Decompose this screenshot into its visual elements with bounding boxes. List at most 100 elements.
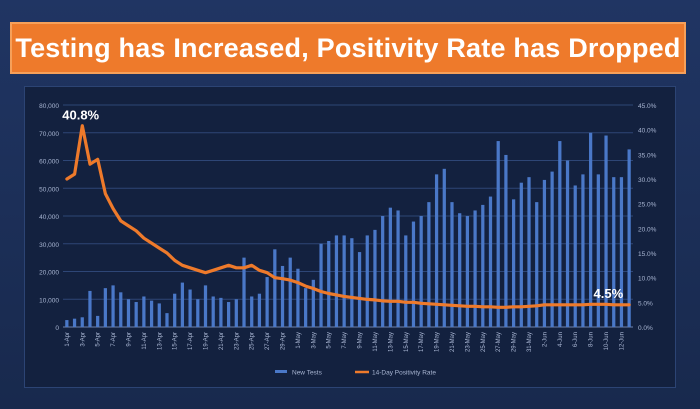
x-tick-label: 3-Apr xyxy=(80,332,86,347)
bar-new-tests xyxy=(365,235,369,327)
x-tick-label: 1-Apr xyxy=(65,332,71,347)
bar-new-tests xyxy=(165,313,169,327)
x-tick-label: 21-Apr xyxy=(219,332,225,350)
x-tick-label: 19-Apr xyxy=(204,332,210,350)
x-tick-label: 9-Apr xyxy=(126,332,132,347)
x-tick-label: 15-May xyxy=(404,332,410,352)
x-tick-label: 21-May xyxy=(450,332,456,352)
bar-new-tests xyxy=(234,299,238,327)
bar-new-tests xyxy=(157,303,161,327)
bar-new-tests xyxy=(296,268,300,327)
bar-new-tests xyxy=(80,317,84,327)
x-tick-label: 31-May xyxy=(527,332,533,352)
y-right-tick-label: 15.0% xyxy=(638,251,657,258)
legend-label: 14-Day Positivity Rate xyxy=(372,370,436,377)
y-left-tick-label: 50,000 xyxy=(39,186,59,193)
x-tick-label: 8-Jun xyxy=(589,332,595,347)
bar-new-tests xyxy=(481,204,485,327)
x-tick-label: 12-Jun xyxy=(619,332,625,350)
y-right-tick-label: 25.0% xyxy=(638,202,657,209)
bar-new-tests xyxy=(589,132,593,327)
bar-new-tests xyxy=(450,202,454,327)
bar-new-tests xyxy=(504,154,508,327)
bar-new-tests xyxy=(126,299,131,327)
y-right-tick-label: 35.0% xyxy=(638,152,657,159)
bar-new-tests xyxy=(342,235,346,327)
bar-new-tests xyxy=(219,297,223,327)
bar-new-tests xyxy=(411,221,416,327)
bar-new-tests xyxy=(134,302,138,327)
x-tick-label: 25-Apr xyxy=(250,332,256,350)
x-tick-label: 15-Apr xyxy=(173,332,179,350)
data-annotation: 40.8% xyxy=(62,108,99,123)
y-left-tick-label: 40,000 xyxy=(39,214,59,221)
x-tick-label: 19-May xyxy=(435,332,441,352)
bar-new-tests xyxy=(119,292,123,327)
x-tick-label: 13-May xyxy=(388,332,394,352)
bar-new-tests xyxy=(388,207,392,327)
x-tick-label: 29-May xyxy=(512,332,518,352)
y-left-tick-label: 70,000 xyxy=(39,131,59,138)
bar-new-tests xyxy=(511,199,516,327)
y-right-tick-label: 30.0% xyxy=(638,177,657,184)
bar-new-tests xyxy=(596,174,600,327)
data-annotation: 4.5% xyxy=(594,286,624,301)
bar-new-tests xyxy=(65,320,69,327)
bar-new-tests xyxy=(519,182,523,327)
bar-new-tests xyxy=(434,174,439,327)
bar-new-tests xyxy=(488,196,493,327)
y-left-tick-label: 30,000 xyxy=(39,242,59,249)
bar-new-tests xyxy=(565,160,570,327)
bar-new-tests xyxy=(527,177,531,327)
bar-new-tests xyxy=(404,235,408,327)
bar-new-tests xyxy=(581,174,585,327)
bar-new-tests xyxy=(211,296,215,327)
bar-new-tests xyxy=(442,168,446,327)
positivity-rate-line xyxy=(65,124,631,309)
legend-swatch-new-tests xyxy=(275,370,287,373)
bar-new-tests xyxy=(311,279,315,327)
bar-new-tests xyxy=(419,216,423,327)
legend-label: New Tests xyxy=(292,370,323,377)
bar-new-tests xyxy=(381,216,385,327)
bar-new-tests xyxy=(96,315,100,327)
chart-svg: 0 10,000 20,000 30,000 40,000 50,000 60,000 70,… xyxy=(39,103,657,377)
bar-new-tests xyxy=(458,213,462,327)
bar-new-tests xyxy=(327,240,331,327)
x-tick-label: 10-Jun xyxy=(604,332,610,350)
x-tick-label: 23-May xyxy=(465,332,471,352)
bar-new-tests xyxy=(304,288,308,327)
x-tick-label: 25-May xyxy=(481,332,487,352)
bar-new-tests xyxy=(373,229,377,327)
chart-panel: 0 10,000 20,000 30,000 40,000 50,000 60,000 70,… xyxy=(24,86,676,388)
bar-new-tests xyxy=(149,300,154,327)
bar-new-tests xyxy=(550,171,554,327)
bar-new-tests xyxy=(465,216,470,327)
bar-new-tests xyxy=(103,288,107,327)
x-tick-label: 27-Apr xyxy=(265,332,271,350)
y-left-tick-label: 60,000 xyxy=(39,159,59,166)
x-tick-label: 13-Apr xyxy=(157,332,163,350)
bar-new-tests xyxy=(242,257,246,327)
bar-new-tests xyxy=(473,210,477,327)
bar-new-tests xyxy=(612,177,616,327)
bar-new-tests xyxy=(604,135,608,327)
bar-new-tests xyxy=(334,235,339,327)
bar-new-tests xyxy=(427,202,431,327)
y-right-tick-label: 0.0% xyxy=(638,325,653,332)
bar-new-tests xyxy=(288,257,292,327)
bar-new-tests xyxy=(573,185,577,327)
x-tick-label: 17-May xyxy=(419,332,425,352)
bar-new-tests xyxy=(558,141,562,327)
bar-new-tests xyxy=(357,252,362,327)
bar-new-tests xyxy=(265,277,269,327)
x-tick-label: 2-Jun xyxy=(542,332,548,347)
bar-new-tests xyxy=(619,177,624,327)
x-tick-label: 5-May xyxy=(327,332,333,349)
x-tick-label: 7-May xyxy=(342,332,348,349)
bar-new-tests xyxy=(142,296,146,327)
bar-new-tests xyxy=(273,249,277,327)
x-tick-label: 7-Apr xyxy=(111,332,117,347)
x-tick-label: 6-Jun xyxy=(573,332,579,347)
